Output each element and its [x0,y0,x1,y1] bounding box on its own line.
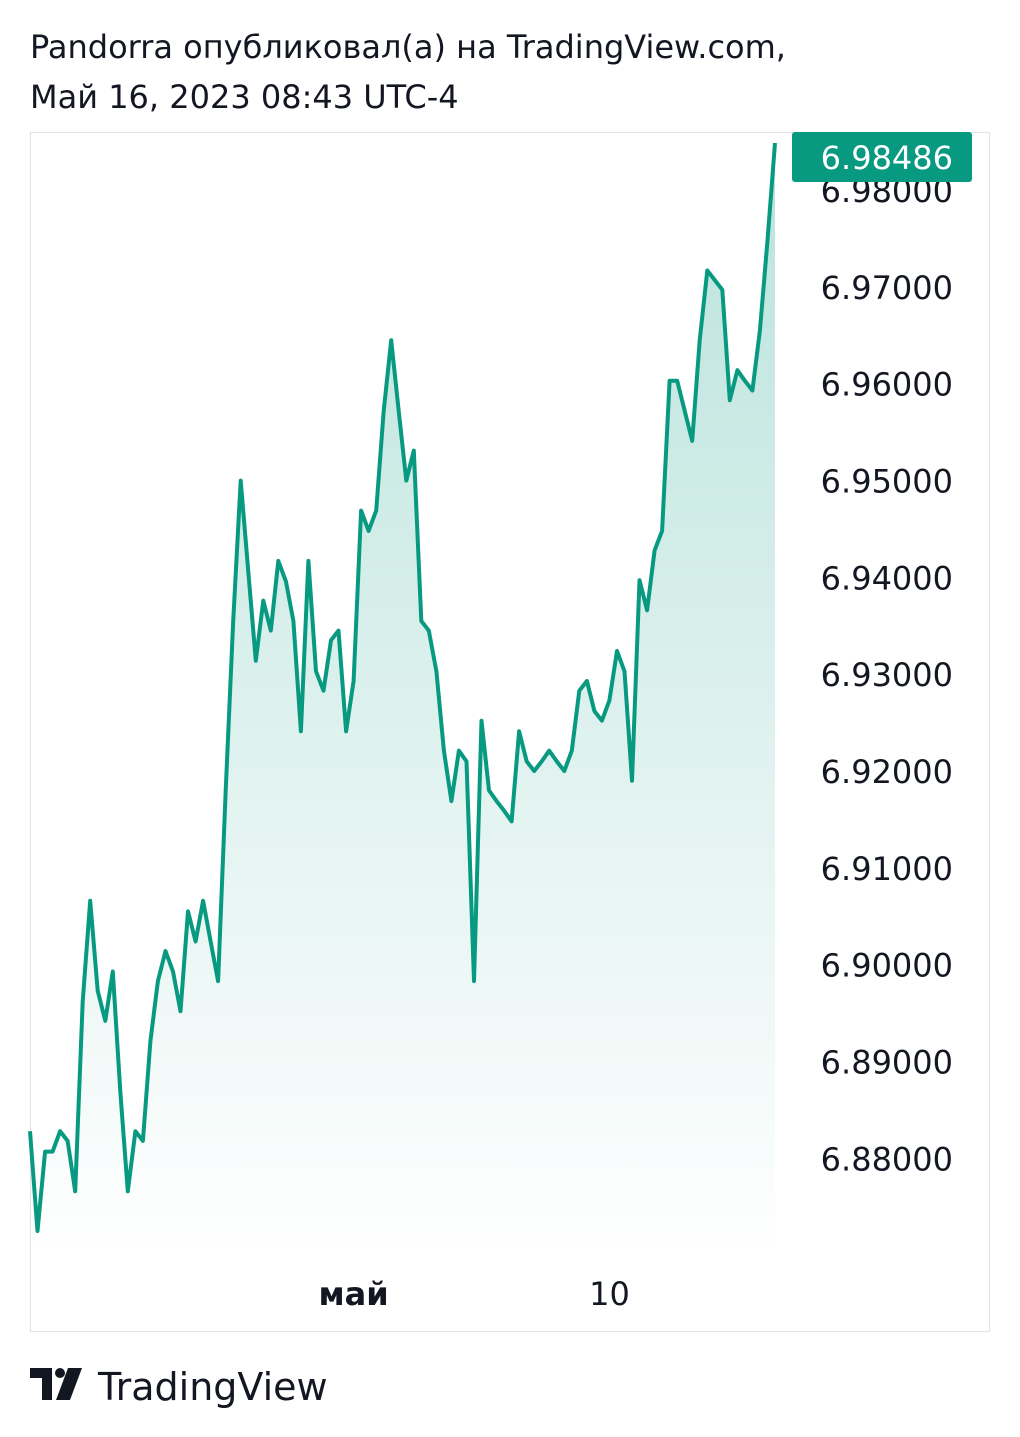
y-tick-label: 6.97000 [821,269,953,307]
y-tick-label: 6.94000 [821,559,953,597]
line [28,142,777,1233]
x-tick-label: май [318,1275,388,1313]
y-tick-label: 6.96000 [821,366,953,404]
brand: TradingView [97,1365,328,1409]
price-label: 6.98486 [821,139,953,177]
y-tick-label: 6.91000 [821,850,953,888]
header-line: Май 16, 2023 08:43 UTC-4 [30,78,459,116]
y-tick-label: 6.88000 [821,1140,953,1178]
price-label-box [792,132,972,183]
chart-frame [30,132,990,1332]
header-line: Pandorra опубликовал(а) на TradingView.c… [30,28,786,66]
area [30,143,775,1260]
x-tick-label: 10 [589,1275,630,1313]
y-tick-label: 6.92000 [821,753,953,791]
y-tick-label: 6.93000 [821,656,953,694]
y-tick-label: 6.90000 [821,947,953,985]
y-tick-label: 6.89000 [821,1044,953,1082]
y-tick-label: 6.95000 [821,463,953,501]
logo [30,1368,82,1400]
